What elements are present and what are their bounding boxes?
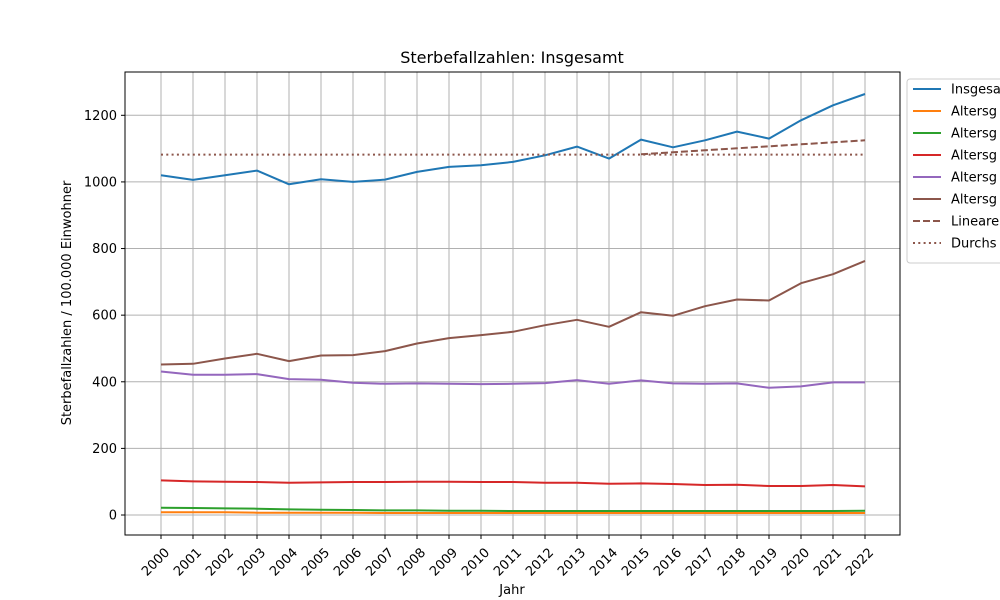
legend-label: Altersg (951, 171, 997, 186)
y-tick-label: 400 (92, 375, 117, 390)
y-tick-label: 800 (92, 242, 117, 257)
legend-box (906, 78, 1000, 264)
series-line-1 (160, 93, 866, 186)
y-axis-ticks: 0 200 400 600 800 1000 1200 (84, 109, 125, 524)
series-lines (160, 93, 866, 514)
legend-label: Altersg (951, 149, 997, 164)
series-line-4 (160, 479, 866, 488)
trend-line (640, 139, 866, 156)
x-axis-label: Jahr (498, 583, 525, 598)
y-tick-label: 0 (109, 509, 117, 524)
series-line-3 (160, 506, 866, 512)
legend: Insgesa Altersg Altersg Altersg Altersg Alter… (906, 78, 1000, 264)
y-tick-label: 1200 (84, 109, 117, 124)
legend-label: Altersg (951, 105, 997, 120)
series-line-2 (161, 511, 865, 514)
legend-label: Lineare (951, 215, 999, 230)
y-tick-label: 200 (92, 442, 117, 457)
legend-label: Durchs (951, 237, 997, 252)
series-line-6 (160, 259, 866, 366)
y-tick-label: 1000 (84, 175, 117, 190)
y-tick-label: 600 (92, 309, 117, 324)
chart-title: Sterbefallzahlen: Insgesamt (400, 48, 624, 67)
series-line-5 (160, 370, 865, 389)
legend-label: Insgesa (951, 83, 1000, 98)
grid (125, 72, 900, 535)
y-axis-label: Sterbefallzahlen / 100.000 Einwohner (60, 180, 75, 425)
legend-label: Altersg (951, 127, 997, 142)
legend-label: Altersg (951, 193, 997, 208)
